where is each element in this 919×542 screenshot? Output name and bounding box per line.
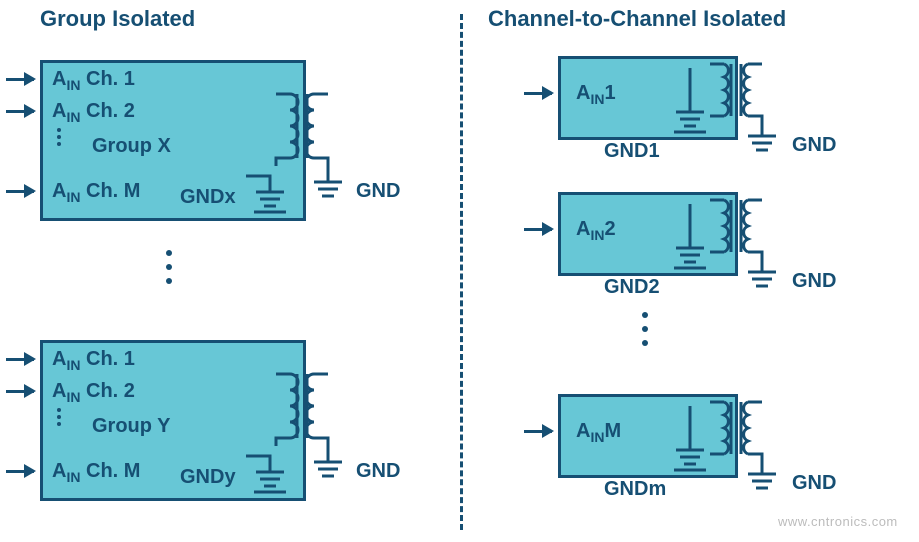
gnd-local-label: GNDm xyxy=(604,478,666,501)
gnd-ext-label: GND xyxy=(792,472,836,495)
gnd-ext-label: GND xyxy=(356,460,400,483)
arrow-icon xyxy=(524,430,552,433)
vertical-ellipsis-icon xyxy=(166,250,172,284)
vertical-ellipsis-icon xyxy=(642,312,648,346)
ch-label: AIN Ch. 1 xyxy=(52,68,135,93)
vertical-ellipsis-icon xyxy=(57,408,61,426)
ch-label: AINM xyxy=(576,420,621,445)
ch-label: AIN Ch. M xyxy=(52,460,140,485)
gnd-ext-label: GND xyxy=(792,134,836,157)
gnd-local-label: GNDx xyxy=(180,186,236,209)
gnd-local-label: GND2 xyxy=(604,276,660,299)
group-label: Group X xyxy=(92,135,171,158)
arrow-icon xyxy=(524,92,552,95)
center-divider xyxy=(460,14,463,530)
ch-label: AIN Ch. 1 xyxy=(52,348,135,373)
gnd-local-label: GND1 xyxy=(604,140,660,163)
watermark-text: www.cntronics.com xyxy=(778,514,898,529)
title-right: Channel-to-Channel Isolated xyxy=(488,6,786,32)
ch-label: AIN Ch. M xyxy=(52,180,140,205)
transformer-ground-icon xyxy=(262,366,392,506)
ch-label: AIN Ch. 2 xyxy=(52,100,135,125)
transformer-ground-icon xyxy=(262,86,392,226)
arrow-icon xyxy=(6,110,34,113)
vertical-ellipsis-icon xyxy=(57,128,61,146)
title-left: Group Isolated xyxy=(40,6,195,32)
ch-label: AIN2 xyxy=(576,218,616,243)
arrow-icon xyxy=(6,390,34,393)
arrow-icon xyxy=(524,228,552,231)
ch-label: AIN Ch. 2 xyxy=(52,380,135,405)
gnd-ext-label: GND xyxy=(792,270,836,293)
arrow-icon xyxy=(6,190,34,193)
arrow-icon xyxy=(6,78,34,81)
gnd-local-label: GNDy xyxy=(180,466,236,489)
arrow-icon xyxy=(6,470,34,473)
ch-label: AIN1 xyxy=(576,82,616,107)
group-label: Group Y xyxy=(92,415,171,438)
arrow-icon xyxy=(6,358,34,361)
gnd-ext-label: GND xyxy=(356,180,400,203)
